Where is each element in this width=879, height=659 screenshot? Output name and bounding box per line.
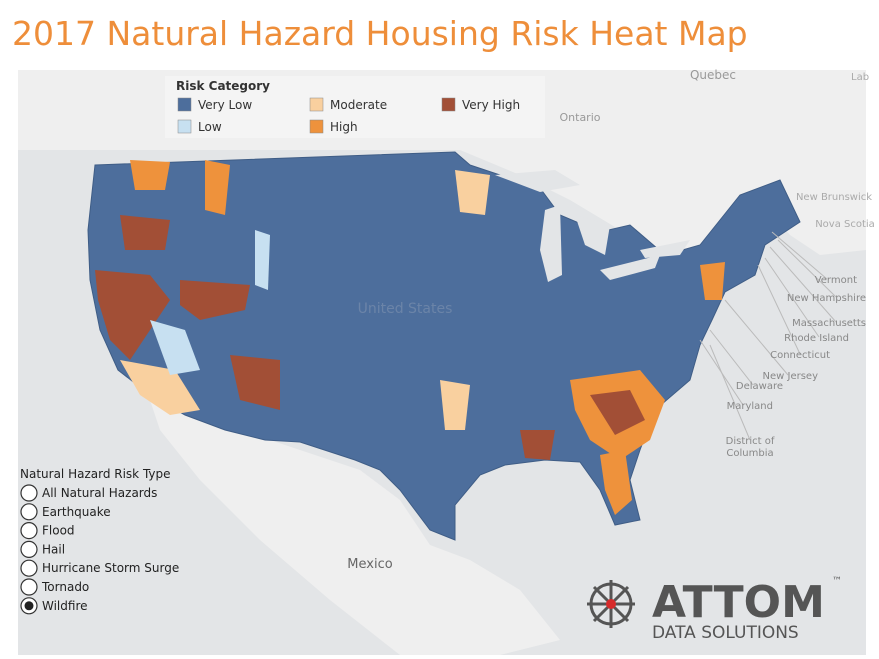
radio-label[interactable]: Earthquake — [42, 505, 111, 519]
filter-title: Natural Hazard Risk Type — [20, 467, 171, 481]
patch — [120, 215, 170, 250]
logo: ATTOM ™ DATA SOLUTIONS — [587, 576, 842, 643]
patch — [255, 230, 270, 290]
legend-label: Very Low — [198, 98, 252, 112]
lake — [640, 240, 690, 258]
radio-label[interactable]: Tornado — [41, 580, 89, 594]
leader-line — [709, 344, 751, 441]
patch — [150, 320, 200, 375]
legend-swatch — [441, 97, 456, 112]
leader-line — [777, 239, 837, 298]
legend-label: Very High — [462, 98, 520, 112]
radio-option[interactable]: Wildfire — [20, 597, 88, 615]
lake — [575, 215, 610, 255]
map-label: United States — [358, 301, 453, 317]
lake — [495, 170, 580, 192]
radio-dot — [24, 601, 34, 611]
map-label: Nova Scotia — [815, 219, 875, 230]
patch — [230, 355, 280, 410]
radio-button[interactable] — [20, 521, 38, 540]
patch — [520, 430, 555, 460]
logo-tagline: DATA SOLUTIONS — [652, 623, 799, 643]
logo-name: ATTOM — [652, 577, 825, 628]
radio-option[interactable]: Hail — [20, 540, 65, 559]
map-label: Vermont — [815, 275, 857, 286]
map-label: Maryland — [727, 401, 773, 412]
map-label: New Brunswick — [796, 192, 872, 203]
leader-line — [769, 246, 837, 323]
radio-option[interactable]: Flood — [20, 521, 75, 540]
patch — [590, 390, 645, 435]
patch — [700, 262, 725, 300]
map-label: District of Columbia — [726, 436, 775, 459]
map-label: New Hampshire — [787, 293, 866, 304]
map-label: Lab — [851, 72, 869, 83]
leader-line — [709, 329, 754, 386]
map-label: New Jersey — [763, 371, 819, 382]
patch — [130, 160, 170, 190]
legend-title: Risk Category — [176, 79, 270, 93]
patch — [600, 450, 632, 515]
map-label: Rhode Island — [784, 333, 849, 344]
radio-button[interactable] — [20, 578, 38, 596]
logo-icon — [587, 580, 635, 628]
lake — [600, 255, 660, 280]
legend-swatch — [309, 97, 324, 112]
map-label: Massachusetts — [792, 318, 866, 329]
radio-button[interactable] — [20, 559, 38, 577]
leader-line — [771, 231, 828, 280]
lake — [540, 205, 562, 282]
legend-label: Moderate — [330, 98, 387, 112]
radio-label[interactable]: All Natural Hazards — [42, 486, 157, 500]
leader-line — [724, 299, 789, 376]
radio-button[interactable] — [20, 484, 38, 502]
page-title: 2017 Natural Hazard Housing Risk Heat Ma… — [12, 14, 748, 53]
legend-label: Low — [198, 120, 222, 134]
filter: All Natural Hazards Earthquake Flood Hail Hu… — [20, 484, 179, 615]
logo-trademark: ™ — [832, 576, 842, 587]
radio-label[interactable]: Flood — [42, 524, 75, 538]
radio-label[interactable]: Wildfire — [42, 599, 88, 613]
mexico-land — [150, 400, 560, 655]
legend-swatch — [309, 119, 324, 134]
map-label: Ontario — [560, 111, 601, 124]
legend-box — [165, 76, 545, 138]
radio-option[interactable]: All Natural Hazards — [20, 484, 157, 502]
radio-button[interactable] — [20, 503, 38, 521]
leader-lines — [699, 231, 837, 441]
legend-swatch — [177, 119, 192, 134]
patch — [440, 380, 470, 430]
risk-patches — [95, 160, 725, 515]
map-label: Mexico — [347, 557, 392, 572]
map-label: Connecticut — [770, 350, 830, 361]
leader-line — [757, 264, 801, 355]
patch — [120, 360, 200, 415]
map-labels: Quebec Ontario Lab New Brunswick Nova Scotia… — [347, 68, 875, 572]
radio-option[interactable]: Hurricane Storm Surge — [20, 559, 179, 577]
legend: Very Low Moderate Very High Low High — [177, 97, 520, 134]
legend-label: High — [330, 120, 358, 134]
radio-option[interactable]: Earthquake — [20, 503, 111, 521]
patch — [455, 170, 490, 215]
radio-label[interactable]: Hail — [42, 542, 65, 556]
patch — [205, 160, 230, 215]
radio-label[interactable]: Hurricane Storm Surge — [42, 561, 179, 575]
legend-swatch — [177, 97, 192, 112]
map-label: Delaware — [736, 381, 783, 392]
map-label: Quebec — [690, 68, 736, 82]
radio-option[interactable]: Tornado — [20, 578, 89, 596]
patch — [180, 280, 250, 320]
great-lakes — [495, 170, 690, 282]
radio-button[interactable] — [20, 540, 38, 559]
patch — [95, 270, 170, 360]
leader-line — [764, 257, 820, 338]
